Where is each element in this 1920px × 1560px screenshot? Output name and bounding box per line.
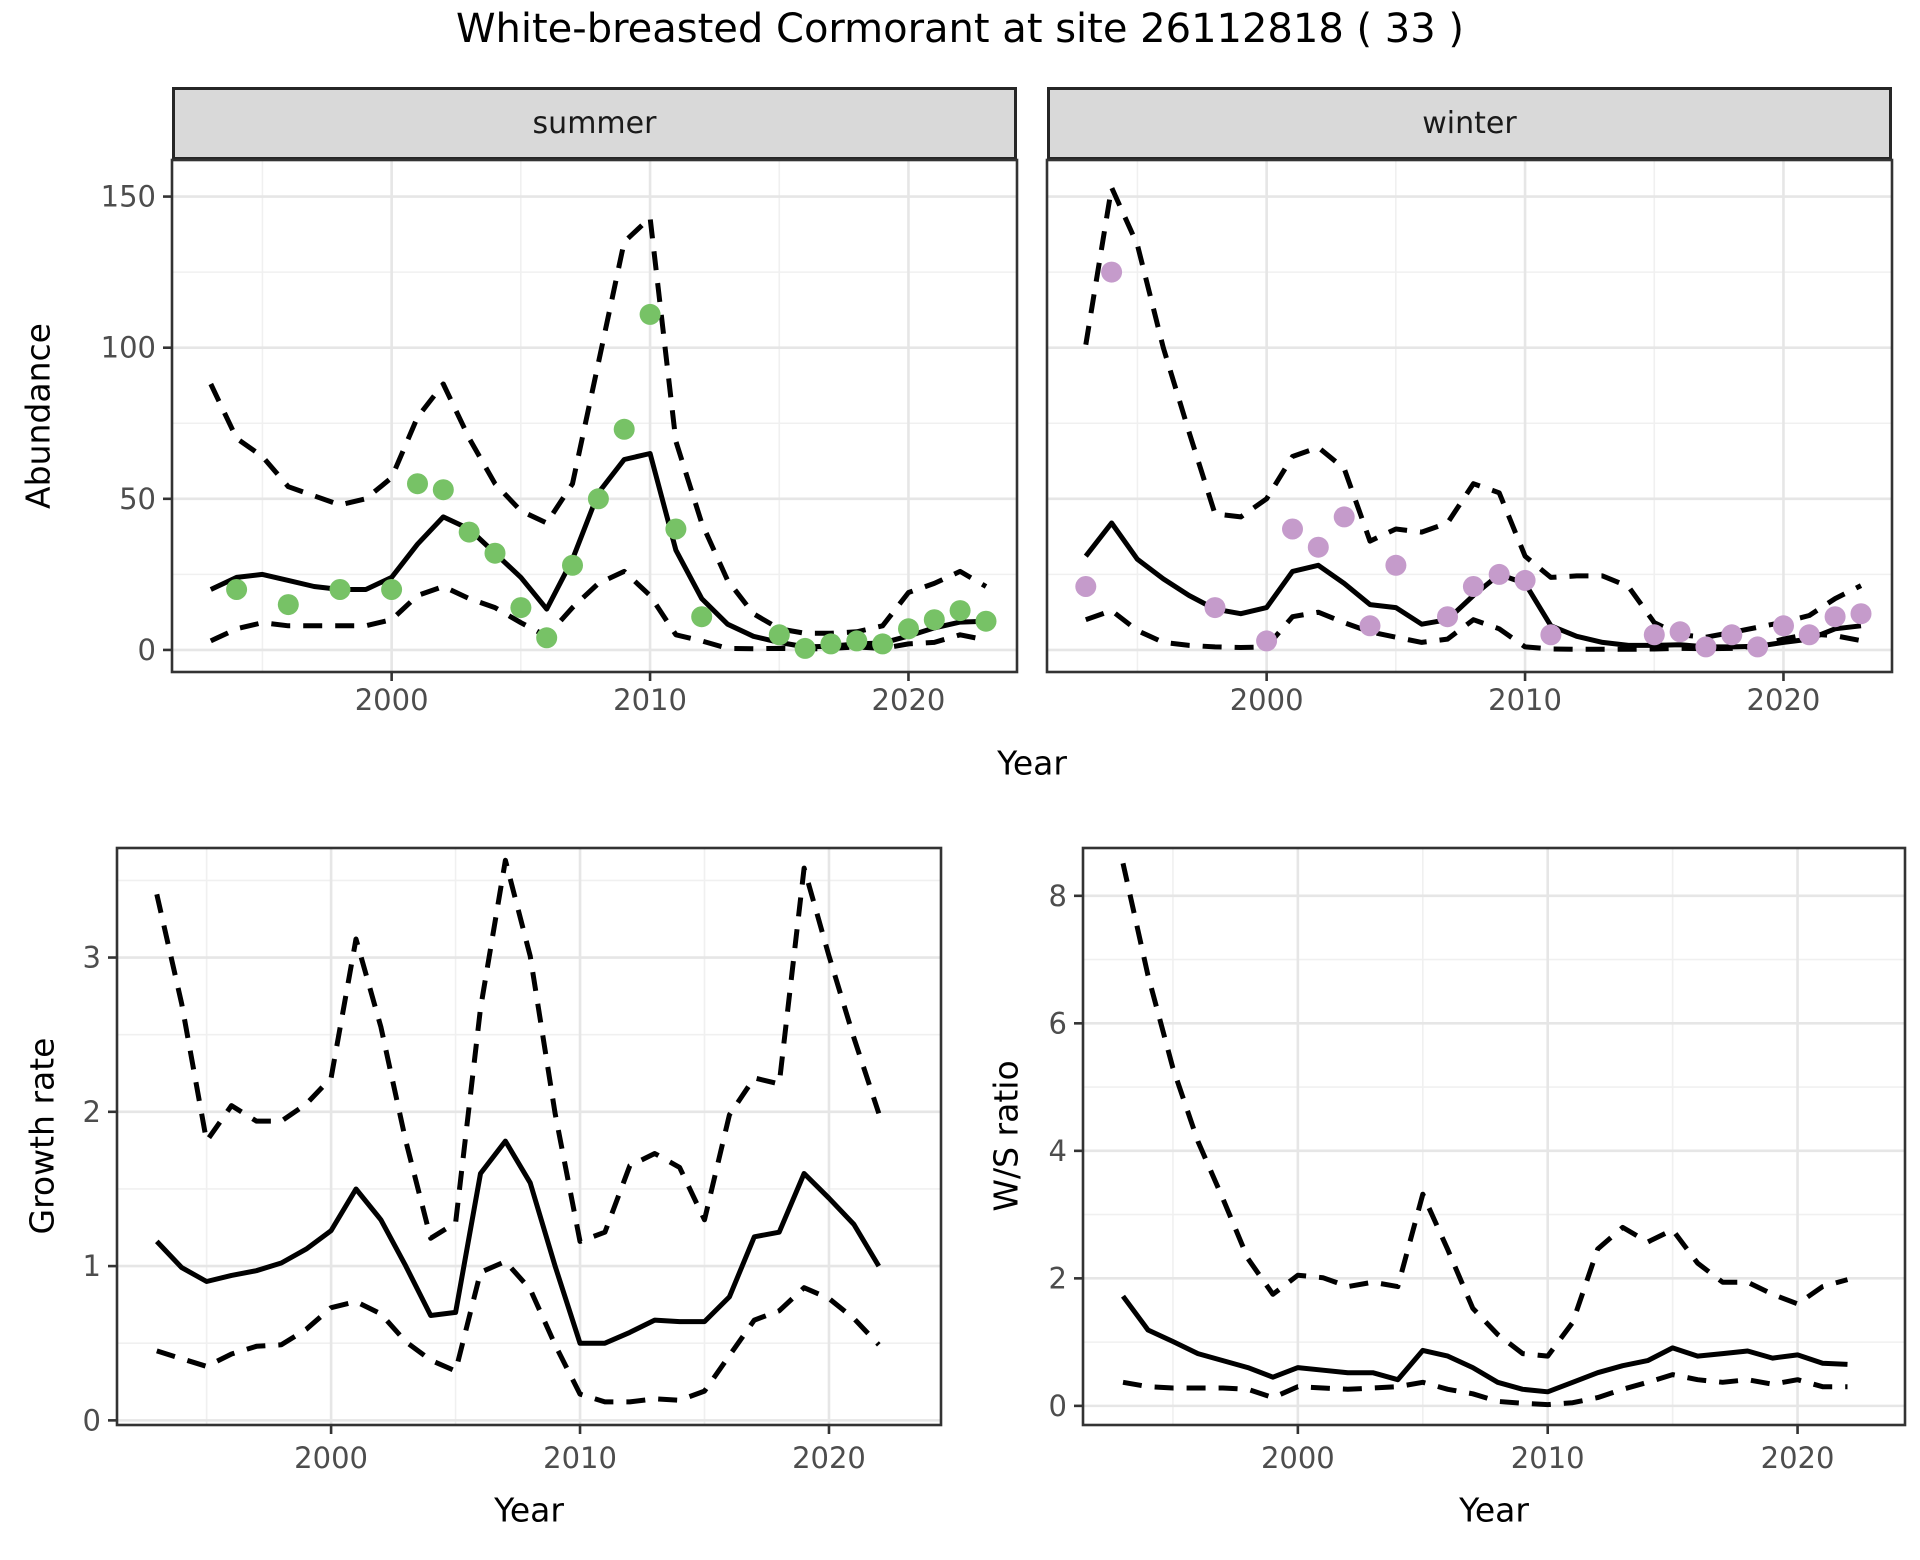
- ws-year-axis-title: Year: [1459, 1490, 1529, 1530]
- abundance-summer-point: [691, 606, 713, 628]
- abundance-summer-point: [665, 518, 687, 540]
- growth-year-axis-title: Year: [494, 1490, 564, 1530]
- abundance-winter-point: [1695, 636, 1717, 658]
- abundance-winter-point: [1643, 624, 1665, 646]
- abundance-summer-panel: 2000 2010 2020 0 50 100 150: [101, 158, 1019, 717]
- growth-rate-ytick-label: 3: [83, 941, 101, 975]
- growth-rate-upper_ci-line: [154, 857, 882, 1244]
- abundance-winter-panel: 2000 2010 2020: [1045, 158, 1894, 717]
- ws-ratio-lower_ci-line: [1122, 1372, 1848, 1408]
- growth-rate-ytick-label: 0: [83, 1403, 101, 1437]
- abundance-summer-point: [277, 594, 299, 616]
- abundance-summer-point: [794, 637, 816, 659]
- abundance-winter-point: [1307, 536, 1329, 558]
- abundance-winter-point: [1514, 569, 1536, 591]
- facet-strip-summer-label: summer: [532, 106, 657, 141]
- ws-ratio-panel: 2000 2010 2020 0 2 4 6 8: [1049, 846, 1907, 1475]
- abundance-summer-point: [587, 488, 609, 510]
- abundance-summer-point: [484, 542, 506, 564]
- abundance-summer-point: [639, 303, 661, 325]
- growth-rate-xtick-label: 2020: [792, 1441, 866, 1475]
- abundance-winter-point: [1437, 606, 1458, 628]
- abundance-winter-point: [1669, 621, 1691, 643]
- abundance-winter-point: [1488, 563, 1510, 585]
- ws-ratio-xtick-label: 2010: [1511, 1441, 1585, 1475]
- abundance-winter-point: [1385, 554, 1407, 576]
- abundance-winter-xtick-label: 2020: [1747, 683, 1821, 717]
- growth-rate-ytick-label: 1: [83, 1249, 101, 1283]
- abundance-summer-point: [768, 624, 790, 646]
- abundance-summer-upper_ci-line: [208, 215, 988, 636]
- ws-ratio-upper_ci-line: [1120, 862, 1849, 1359]
- abundance-summer-ytick-label: 150: [101, 180, 156, 214]
- top-year-axis-title: Year: [997, 743, 1067, 783]
- abundance-winter-point: [1850, 603, 1872, 625]
- abundance-summer-point: [949, 600, 971, 622]
- growth-rate-lower_ci-line: [156, 1259, 881, 1405]
- ws-ratio-ytick-label: 2: [1049, 1261, 1067, 1295]
- abundance-summer-ytick-label: 100: [101, 331, 156, 365]
- abundance-summer-point: [381, 579, 403, 600]
- abundance-summer-point: [872, 633, 894, 655]
- abundance-winter-point: [1798, 624, 1820, 646]
- abundance-summer-point: [458, 521, 480, 543]
- abundance-summer-point: [226, 579, 248, 600]
- abundance-summer-point: [536, 627, 558, 649]
- abundance-winter-point: [1359, 615, 1381, 637]
- abundance-winter-xtick-label: 2000: [1230, 683, 1304, 717]
- abundance-summer-point: [329, 579, 351, 600]
- abundance-winter-point: [1256, 630, 1278, 652]
- abundance-summer-xtick-label: 2010: [613, 683, 687, 717]
- abundance-summer-point: [820, 633, 842, 655]
- ws-ratio-mean-line: [1120, 1294, 1848, 1395]
- ws-ratio-xtick-label: 2020: [1761, 1441, 1835, 1475]
- abundance-summer-point: [923, 609, 945, 631]
- abundance-winter-point: [1075, 576, 1097, 597]
- ws-ratio-ytick-label: 8: [1049, 879, 1067, 913]
- growth-rate-xtick-label: 2000: [294, 1441, 368, 1475]
- abundance-summer-point: [613, 418, 635, 440]
- abundance-winter-point: [1101, 261, 1123, 283]
- growth-rate-panel: 2000 2010 2020 0 1 2 3: [83, 846, 943, 1475]
- facet-strip-winter: winter: [1047, 87, 1892, 160]
- ws-ratio-xtick-label: 2000: [1261, 1441, 1335, 1475]
- abundance-summer-point: [975, 610, 997, 632]
- growth-rate-ytick-label: 2: [83, 1095, 101, 1129]
- abundance-summer-mean-line: [209, 451, 987, 650]
- abundance-summer-lower_ci-line: [209, 568, 987, 652]
- growth-rate-mean-line: [154, 1138, 881, 1346]
- abundance-summer-xtick-label: 2000: [355, 683, 429, 717]
- abundance-summer-point: [407, 473, 428, 495]
- abundance-winter-point: [1773, 615, 1794, 637]
- ws-ratio-ytick-label: 6: [1049, 1006, 1067, 1040]
- ws-ratio-ytick-label: 0: [1049, 1389, 1067, 1423]
- abundance-winter-upper_ci-line: [1083, 185, 1863, 640]
- abundance-summer-point: [898, 618, 919, 640]
- abundance-winter-point: [1747, 636, 1769, 658]
- abundance-winter-point: [1333, 506, 1355, 528]
- growth-rate-xtick-label: 2010: [543, 1441, 617, 1475]
- abundance-winter-point: [1282, 518, 1303, 540]
- abundance-summer-ytick-label: 0: [138, 633, 156, 667]
- facet-strip-winter-label: winter: [1422, 106, 1517, 141]
- abundance-summer-point: [510, 597, 532, 619]
- plot-title: White-breasted Cormorant at site 2611281…: [455, 6, 1465, 52]
- abundance-winter-point: [1721, 624, 1743, 646]
- abundance-summer-xtick-label: 2020: [872, 683, 946, 717]
- abundance-winter-point: [1204, 597, 1226, 619]
- abundance-summer-point: [846, 630, 868, 652]
- facet-strip-summer: summer: [172, 87, 1017, 160]
- abundance-summer-point: [432, 479, 454, 501]
- abundance-winter-point: [1824, 606, 1846, 628]
- abundance-winter-point: [1462, 576, 1484, 597]
- ws-ratio-ytick-label: 4: [1049, 1134, 1067, 1168]
- abundance-winter-xtick-label: 2010: [1488, 683, 1562, 717]
- abundance-summer-ytick-label: 50: [119, 482, 156, 516]
- abundance-winter-point: [1540, 624, 1562, 646]
- abundance-summer-point: [562, 554, 583, 576]
